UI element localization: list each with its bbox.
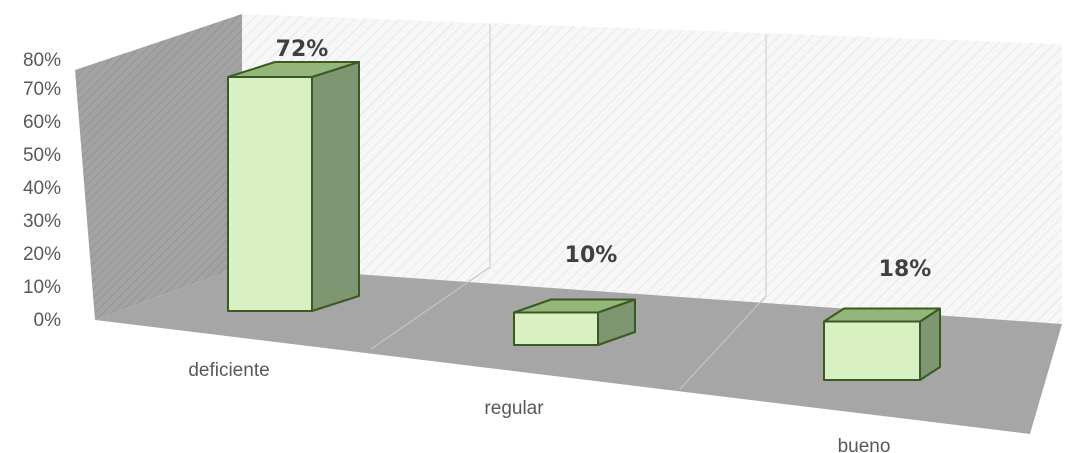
x-category-label: bueno: [838, 436, 891, 453]
data-label: 10%: [565, 243, 618, 268]
bar-top-face: [823, 307, 941, 323]
floor-divider-2: [679, 295, 767, 390]
y-tick-label: 10%: [23, 277, 61, 298]
data-label: 18%: [879, 257, 932, 282]
data-label: 72%: [276, 37, 329, 62]
bar-series: [227, 61, 941, 381]
bar: [513, 311, 599, 346]
y-tick-label: 60%: [23, 112, 61, 133]
floor: [95, 266, 1062, 434]
y-tick-label: 20%: [23, 244, 61, 265]
x-category-label: deficiente: [188, 360, 269, 381]
y-axis-ticks: 0% 10% 20% 30% 40% 50% 60% 70% 80%: [23, 50, 61, 331]
bar-side-face: [311, 61, 360, 312]
y-tick-label: 50%: [23, 145, 61, 166]
back-wall: [242, 14, 1062, 324]
left-wall: [75, 14, 242, 320]
y-tick-label: 30%: [23, 211, 61, 232]
bar: [823, 320, 921, 381]
y-tick-label: 80%: [23, 50, 61, 71]
x-category-label: regular: [484, 398, 544, 419]
floor-divider-1: [370, 266, 491, 350]
y-tick-label: 0%: [34, 310, 62, 331]
y-tick-label: 40%: [23, 178, 61, 199]
bar: [227, 76, 313, 312]
y-tick-label: 70%: [23, 79, 61, 100]
